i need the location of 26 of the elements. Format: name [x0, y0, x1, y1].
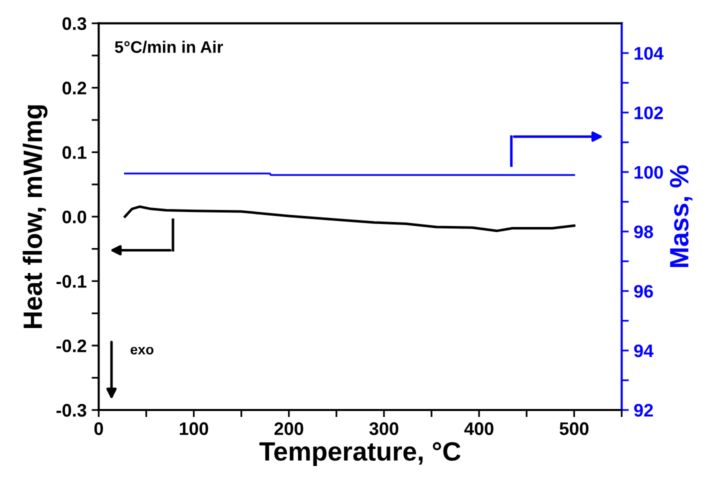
y-tick-label: -0.3: [56, 404, 86, 417]
y-tick-label: 0.0: [62, 210, 86, 224]
y2-tick-label: 92: [634, 404, 653, 417]
x-tick-label: 200: [274, 422, 304, 436]
y-tick-label: -0.2: [56, 339, 86, 352]
y2-tick-label: 102: [634, 106, 663, 120]
line-series: [124, 205, 576, 232]
x-tick-label: 100: [180, 422, 208, 436]
y-tick-label: 0.1: [62, 146, 86, 159]
y-tick-label: -0.1: [56, 275, 86, 288]
y-tick-label: 0.2: [62, 82, 86, 94]
y-axis-title: Heat flow, mW/mg: [22, 105, 48, 328]
y2-tick-label: 104: [634, 46, 664, 60]
x-tick-label: 500: [560, 422, 588, 436]
y2-tick-label: 100: [634, 166, 663, 179]
y2-tick-label: 96: [634, 284, 653, 298]
y2-axis-title: Mass, %: [670, 165, 692, 267]
x-tick-label: 400: [464, 422, 494, 436]
annotation: 5°C/min in Air: [114, 40, 223, 54]
y-tick-label: 0.3: [62, 17, 86, 30]
x-axis-title: Temperature, °C: [259, 442, 461, 466]
x-tick-label: 0: [94, 422, 103, 436]
y2-tick-label: 94: [634, 344, 654, 358]
y2-tick-label: 98: [634, 225, 654, 238]
x-tick-label: 300: [369, 422, 398, 436]
annotation: exo: [130, 346, 154, 354]
